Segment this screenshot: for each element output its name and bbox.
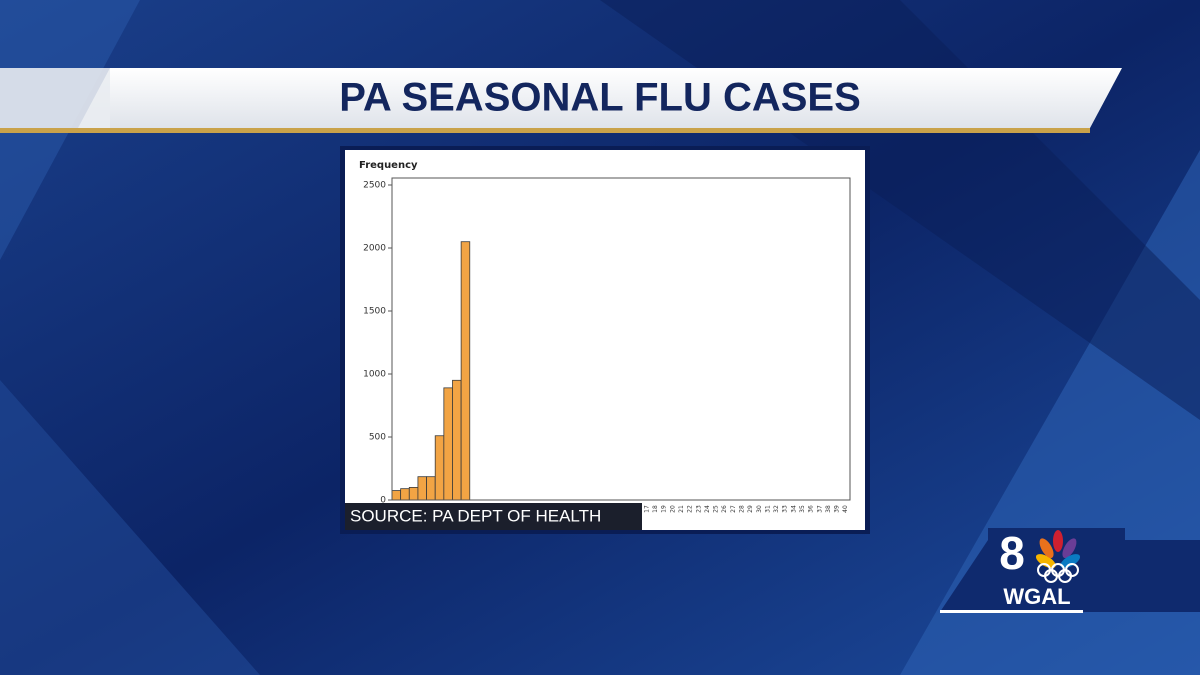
x-tick-label: 30 (756, 505, 763, 513)
logo-number: 8 (999, 527, 1025, 579)
x-tick-label: 24 (704, 505, 711, 513)
x-tick-label: 19 (661, 505, 668, 513)
x-tick-label: 25 (713, 505, 720, 513)
x-tick-label: 27 (730, 505, 737, 513)
x-tick-label: 29 (747, 505, 754, 513)
source-text: SOURCE: PA DEPT OF HEALTH (350, 506, 601, 525)
y-tick-label: 1500 (363, 307, 386, 317)
peacock (1035, 530, 1081, 583)
x-tick-label: 39 (834, 505, 841, 513)
logo-bg (940, 528, 1200, 612)
x-tick-label: 31 (764, 505, 771, 513)
plot-frame (391, 177, 851, 501)
x-tick-label: 28 (738, 505, 745, 513)
x-tick-label: 40 (842, 505, 849, 513)
x-tick-label: 21 (678, 505, 685, 513)
x-tick-label: 17 (643, 505, 650, 513)
y-tick-label: 2000 (363, 244, 386, 254)
x-tick-label: 18 (652, 505, 659, 513)
x-tick-label: 22 (687, 505, 694, 513)
chart-panel (345, 150, 865, 530)
y-tick-label: 1000 (363, 370, 386, 380)
bg-shape (0, 380, 260, 675)
banner (78, 68, 1122, 128)
x-tick-label: 20 (669, 505, 676, 513)
x-tick-label: 23 (695, 505, 702, 513)
x-tick-label: 35 (799, 505, 806, 513)
logo-rule (940, 610, 1083, 613)
y-axis-label: Frequency (359, 160, 418, 171)
x-tick-label: 32 (773, 505, 780, 513)
x-tick-label: 38 (825, 505, 832, 513)
banner-rule (0, 128, 1090, 133)
x-tick-label: 34 (790, 505, 797, 513)
x-tick-label: 37 (816, 505, 823, 513)
banner-title: PA SEASONAL FLU CASES (339, 76, 861, 120)
x-tick-label: 33 (782, 505, 789, 513)
x-tick-label: 36 (808, 505, 815, 513)
x-tick-label: 26 (721, 505, 728, 513)
y-tick-label: 0 (380, 496, 386, 506)
y-tick-label: 500 (369, 433, 386, 443)
y-tick-label: 2500 (363, 181, 386, 191)
banner-tail (0, 68, 110, 128)
source-box (345, 503, 642, 530)
logo-call-sign: WGAL (1003, 584, 1070, 609)
